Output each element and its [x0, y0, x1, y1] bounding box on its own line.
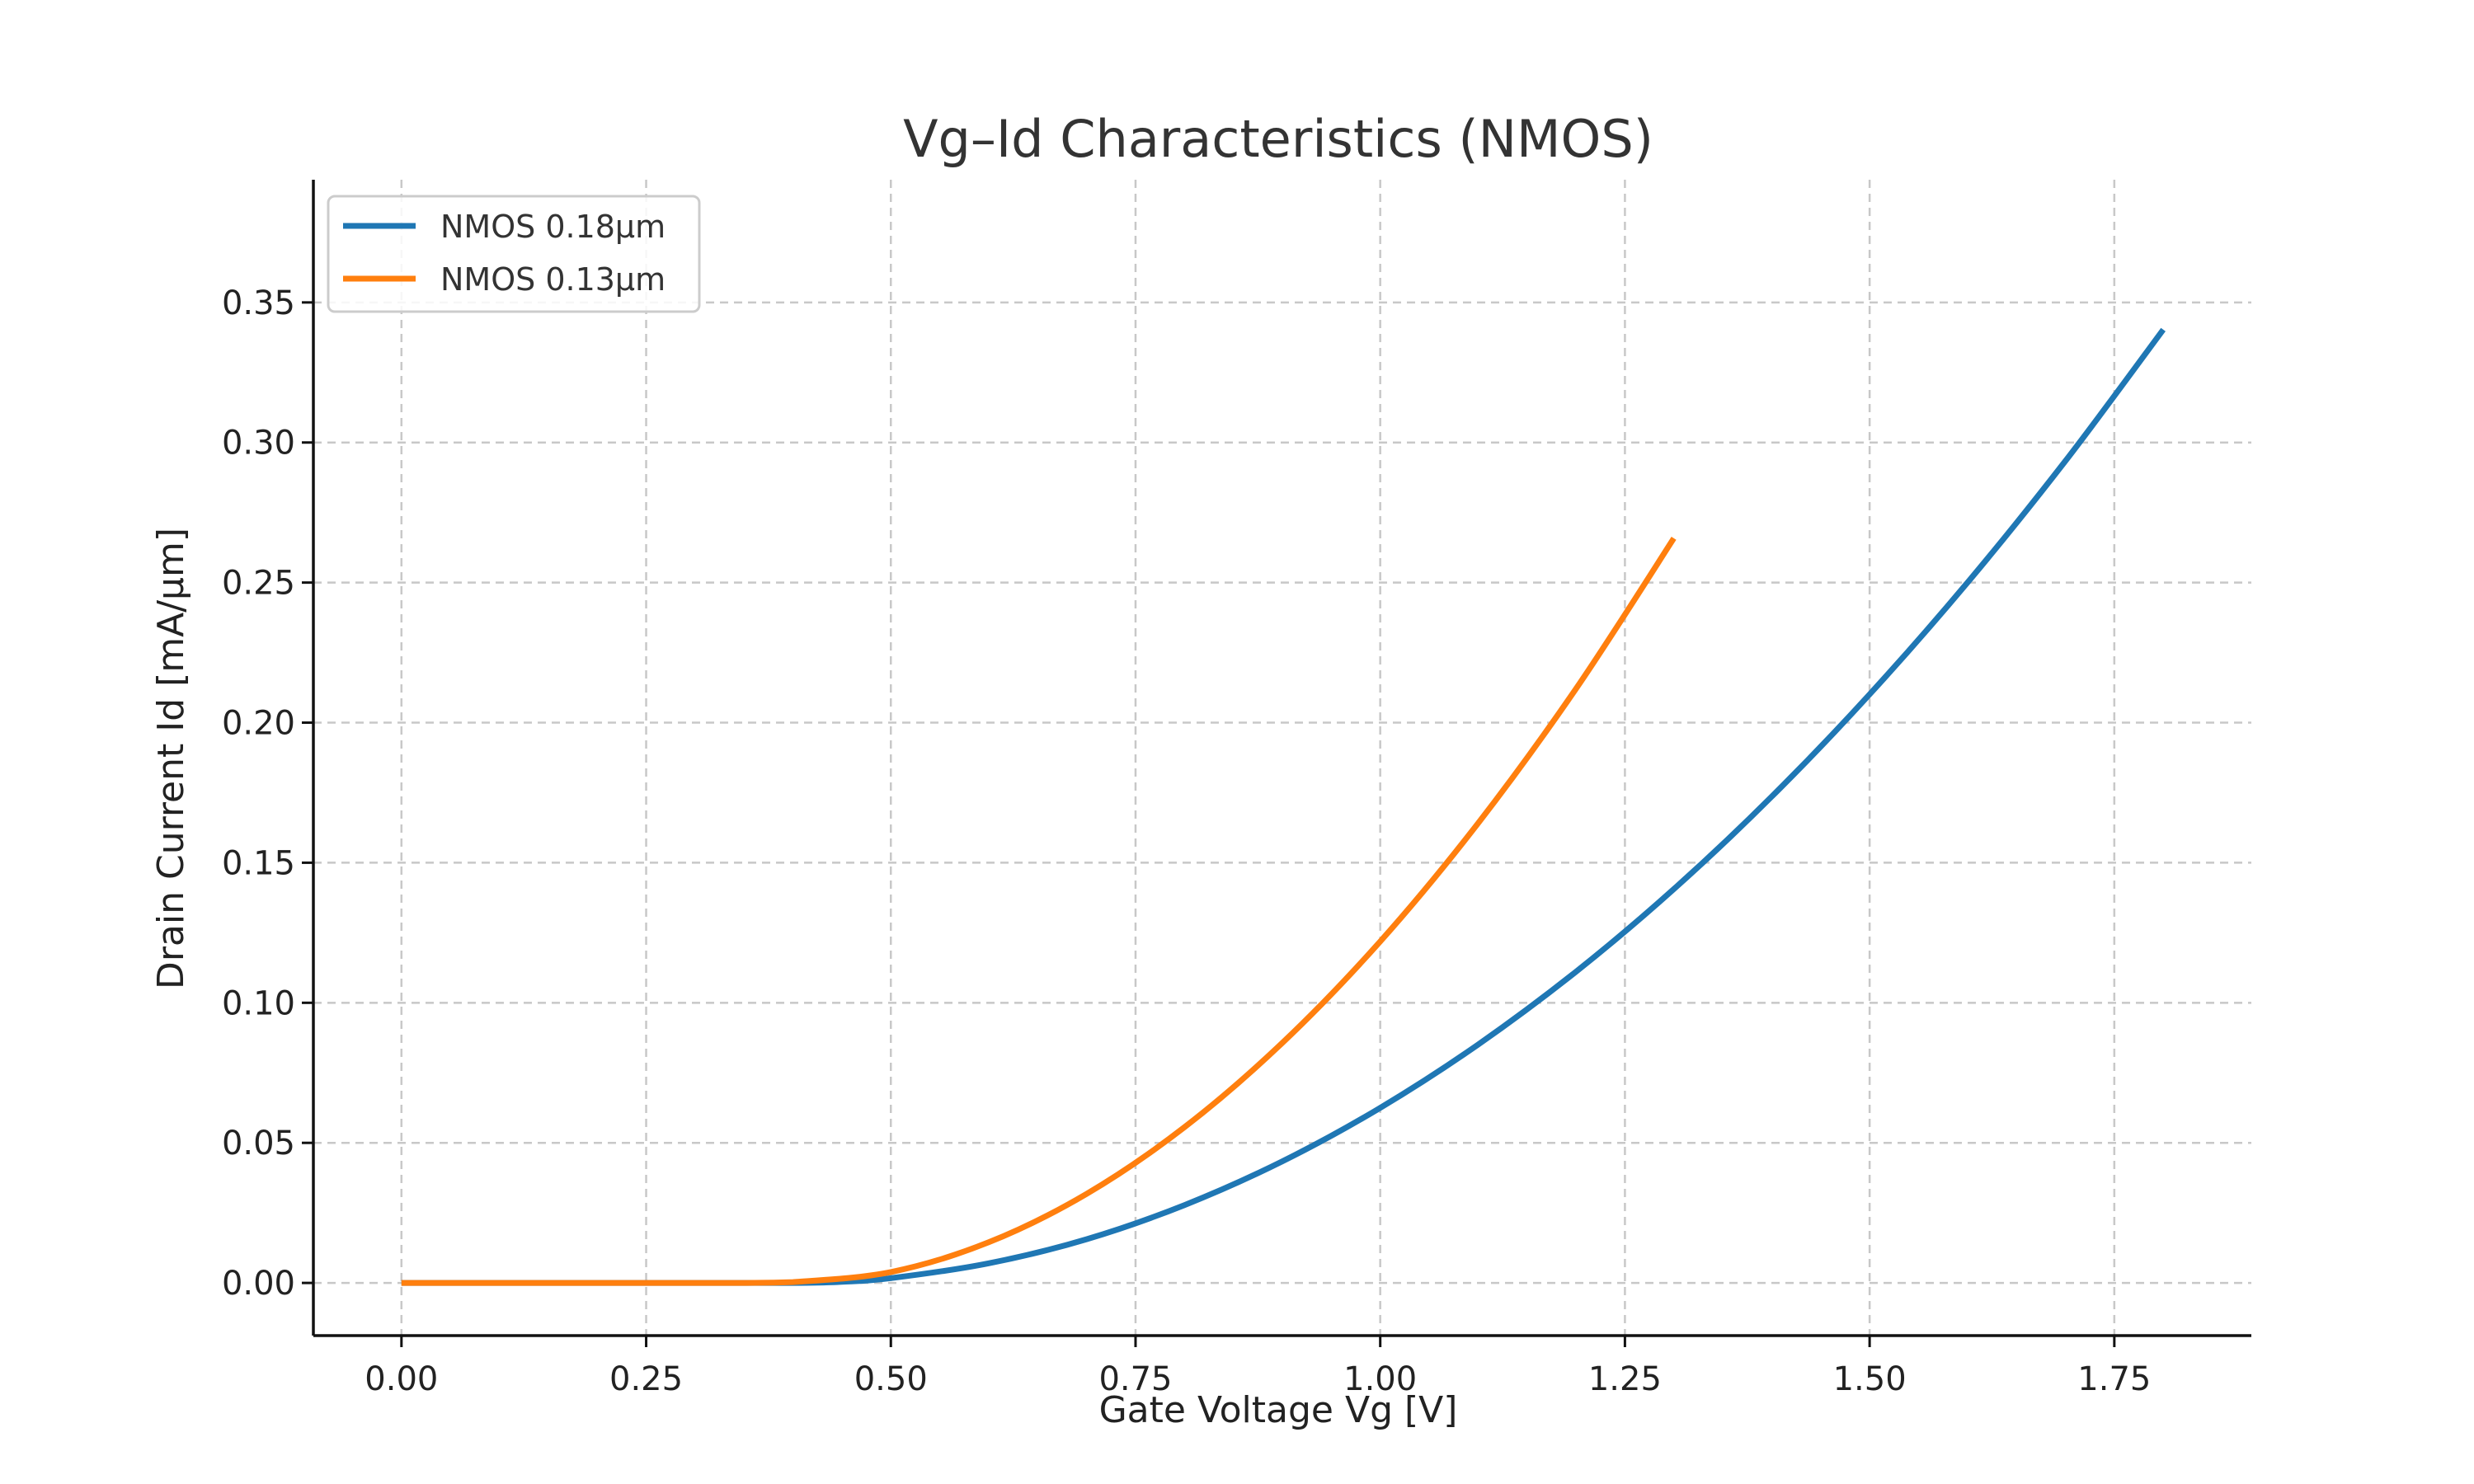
chart-title: Vg–Id Characteristics (NMOS): [903, 109, 1653, 169]
x-tick-label: 0.50: [854, 1360, 928, 1398]
y-tick-label: 0.10: [222, 984, 295, 1022]
x-tick-label: 0.25: [609, 1360, 683, 1398]
legend-label-nmos-0-18: NMOS 0.18µm: [440, 209, 666, 245]
tick-layer: 0.00 0.25 0.50 0.75 1.00 1.25 1.50 1.75 0.00 0.05…: [222, 284, 2151, 1398]
x-tick-label: 1.75: [2077, 1360, 2151, 1398]
y-tick-label: 0.30: [222, 425, 295, 463]
y-tick-label: 0.15: [222, 844, 295, 882]
x-axis-label: Gate Voltage Vg [V]: [1099, 1389, 1458, 1431]
x-tick-label: 1.50: [1833, 1360, 1907, 1398]
legend: NMOS 0.18µm NMOS 0.13µm: [327, 195, 701, 313]
x-tick-label: 1.00: [1343, 1360, 1417, 1398]
legend-label-nmos-0-13: NMOS 0.13µm: [440, 261, 666, 298]
y-tick-label: 0.35: [222, 284, 295, 322]
series-layer: [401, 327, 2166, 1286]
legend-box: [327, 195, 701, 313]
x-tick-label: 0.75: [1098, 1360, 1172, 1398]
series-line-1: [401, 537, 1677, 1286]
y-axis-label: Drain Current Id [mA/µm]: [150, 528, 192, 989]
y-tick-label: 0.05: [222, 1125, 295, 1162]
y-tick-label: 0.25: [222, 565, 295, 603]
y-tick-label: 0.00: [222, 1265, 295, 1303]
y-tick-label: 0.20: [222, 705, 295, 743]
x-tick-label: 0.00: [365, 1360, 438, 1398]
x-tick-label: 1.25: [1588, 1360, 1662, 1398]
